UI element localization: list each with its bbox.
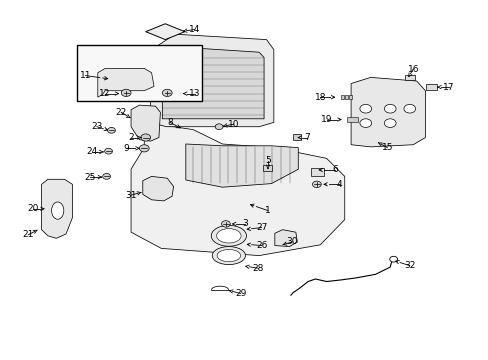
Polygon shape (131, 105, 160, 141)
Polygon shape (350, 77, 425, 147)
Circle shape (389, 256, 397, 262)
Text: 13: 13 (188, 89, 200, 98)
Circle shape (384, 119, 395, 127)
Polygon shape (142, 176, 173, 201)
Text: 29: 29 (234, 289, 246, 298)
Bar (263, 165, 271, 171)
Circle shape (162, 89, 172, 96)
Text: 3: 3 (242, 219, 248, 228)
Text: 19: 19 (320, 115, 332, 124)
Text: 31: 31 (125, 191, 137, 199)
Text: 25: 25 (84, 173, 96, 181)
Bar (426, 84, 436, 90)
Bar (404, 75, 414, 80)
Circle shape (107, 127, 115, 133)
Polygon shape (145, 24, 184, 40)
Circle shape (403, 104, 415, 113)
Bar (77, 45, 202, 101)
Ellipse shape (211, 225, 246, 246)
Text: 24: 24 (86, 148, 98, 156)
Ellipse shape (216, 229, 241, 243)
Text: 12: 12 (99, 89, 111, 98)
Ellipse shape (217, 249, 240, 262)
Polygon shape (41, 179, 72, 238)
Bar (310, 168, 324, 176)
Ellipse shape (212, 247, 245, 265)
Text: 14: 14 (188, 25, 200, 34)
Text: 11: 11 (80, 71, 91, 80)
Bar (346, 117, 357, 122)
Circle shape (121, 89, 131, 96)
Text: 9: 9 (123, 144, 129, 153)
Text: 23: 23 (91, 122, 102, 131)
Text: 5: 5 (264, 156, 270, 165)
Text: 6: 6 (331, 165, 337, 174)
Circle shape (359, 119, 371, 127)
Text: 20: 20 (27, 204, 39, 213)
Polygon shape (131, 122, 344, 256)
Text: 10: 10 (227, 120, 239, 129)
Polygon shape (185, 144, 298, 187)
Bar (341, 95, 344, 99)
Circle shape (359, 104, 371, 113)
Bar (345, 95, 347, 99)
Circle shape (139, 145, 149, 152)
Circle shape (215, 124, 223, 130)
Text: 2: 2 (128, 133, 134, 142)
Circle shape (102, 174, 110, 179)
Polygon shape (150, 34, 273, 127)
Polygon shape (274, 230, 297, 247)
Text: 26: 26 (255, 241, 267, 250)
Text: 32: 32 (403, 261, 415, 270)
Ellipse shape (51, 202, 63, 219)
Polygon shape (98, 68, 154, 97)
Circle shape (384, 104, 395, 113)
Circle shape (221, 221, 230, 227)
Text: 1: 1 (264, 206, 270, 215)
Polygon shape (162, 47, 264, 119)
Bar (348, 95, 351, 99)
Text: 7: 7 (304, 133, 309, 142)
Circle shape (141, 134, 150, 141)
Circle shape (312, 181, 321, 188)
Circle shape (104, 148, 112, 154)
Text: 30: 30 (286, 238, 298, 246)
Text: 16: 16 (407, 65, 418, 74)
Text: 18: 18 (314, 93, 325, 102)
Text: 17: 17 (442, 83, 454, 91)
Text: 22: 22 (115, 108, 127, 117)
Text: 15: 15 (381, 143, 392, 152)
Bar (293, 134, 300, 140)
Text: 4: 4 (336, 180, 342, 189)
Text: 8: 8 (167, 118, 173, 127)
Text: 21: 21 (22, 230, 34, 239)
Text: 28: 28 (252, 264, 264, 273)
Text: 27: 27 (255, 223, 267, 232)
